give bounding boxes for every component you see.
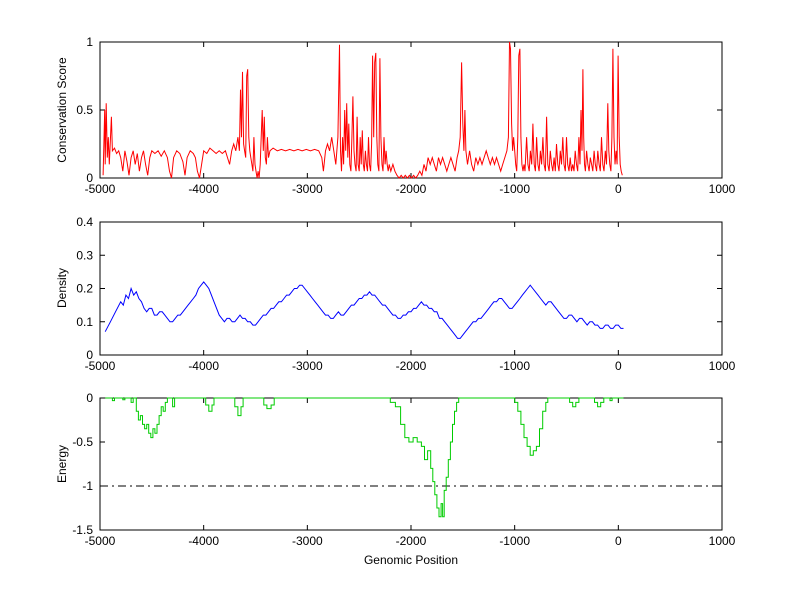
y-tick-label: -1: [82, 479, 93, 493]
y-tick-label: 0.5: [76, 103, 93, 117]
x-tick-label: 1000: [709, 359, 736, 373]
subplot-1: -5000 -4000 -3000 -2000 -1000 0 1000 0 0.1 0.2 0.3…: [76, 215, 735, 373]
axes-box: [99, 221, 723, 356]
axes-box: [99, 41, 723, 179]
subplot-2: -5000 -4000 -3000 -2000 -1000 0 1000 -1.5 -1 -0.5…: [72, 391, 735, 548]
y-tick-label: 0.3: [76, 248, 93, 262]
series-conservation-score: [102, 41, 623, 179]
subplot-0: -5000 -4000 -3000 -2000 -1000 0 1000 0 0.5 1: [76, 35, 735, 196]
y-tick-label: -1.5: [72, 523, 93, 537]
axes-box: [99, 397, 723, 531]
x-tick-label: -4000: [188, 534, 219, 548]
x-tick-label: -2000: [396, 182, 427, 196]
x-tick-label: 0: [615, 534, 622, 548]
x-tick-label: -5000: [85, 534, 116, 548]
x-tick-label: -4000: [188, 182, 219, 196]
ylabel-energy: Energy: [55, 444, 69, 484]
x-tick-label: -5000: [85, 182, 116, 196]
x-tick-label: -3000: [292, 182, 323, 196]
ylabel-conservation-score: Conservation Score: [55, 57, 69, 163]
x-tick-label: -3000: [292, 534, 323, 548]
series-energy: [105, 397, 624, 518]
x-tick-label: -3000: [292, 359, 323, 373]
series-density: [104, 281, 624, 339]
y-tick-label: 0: [86, 348, 93, 362]
x-tick-label: -5000: [85, 359, 116, 373]
x-tick-label: -2000: [396, 534, 427, 548]
ylabel-density: Density: [55, 267, 69, 309]
x-tick-label: 1000: [709, 182, 736, 196]
x-tick-label: 0: [615, 359, 622, 373]
y-tick-label: 0.2: [76, 282, 93, 296]
x-tick-label: -1000: [499, 182, 530, 196]
y-tick-label: 0.4: [76, 215, 93, 229]
x-tick-label: -4000: [188, 359, 219, 373]
y-tick-label: 0: [86, 391, 93, 405]
xlabel-genomic-position: Genomic Position: [363, 553, 459, 567]
y-tick-label: 0.1: [76, 315, 93, 329]
x-tick-label: 1000: [709, 534, 736, 548]
x-tick-label: 0: [615, 182, 622, 196]
y-tick-label: 0: [86, 171, 93, 185]
x-tick-label: -1000: [499, 359, 530, 373]
y-tick-label: -0.5: [72, 435, 93, 449]
y-tick-label: 1: [86, 35, 93, 49]
x-tick-label: -1000: [499, 534, 530, 548]
x-tick-label: -2000: [396, 359, 427, 373]
